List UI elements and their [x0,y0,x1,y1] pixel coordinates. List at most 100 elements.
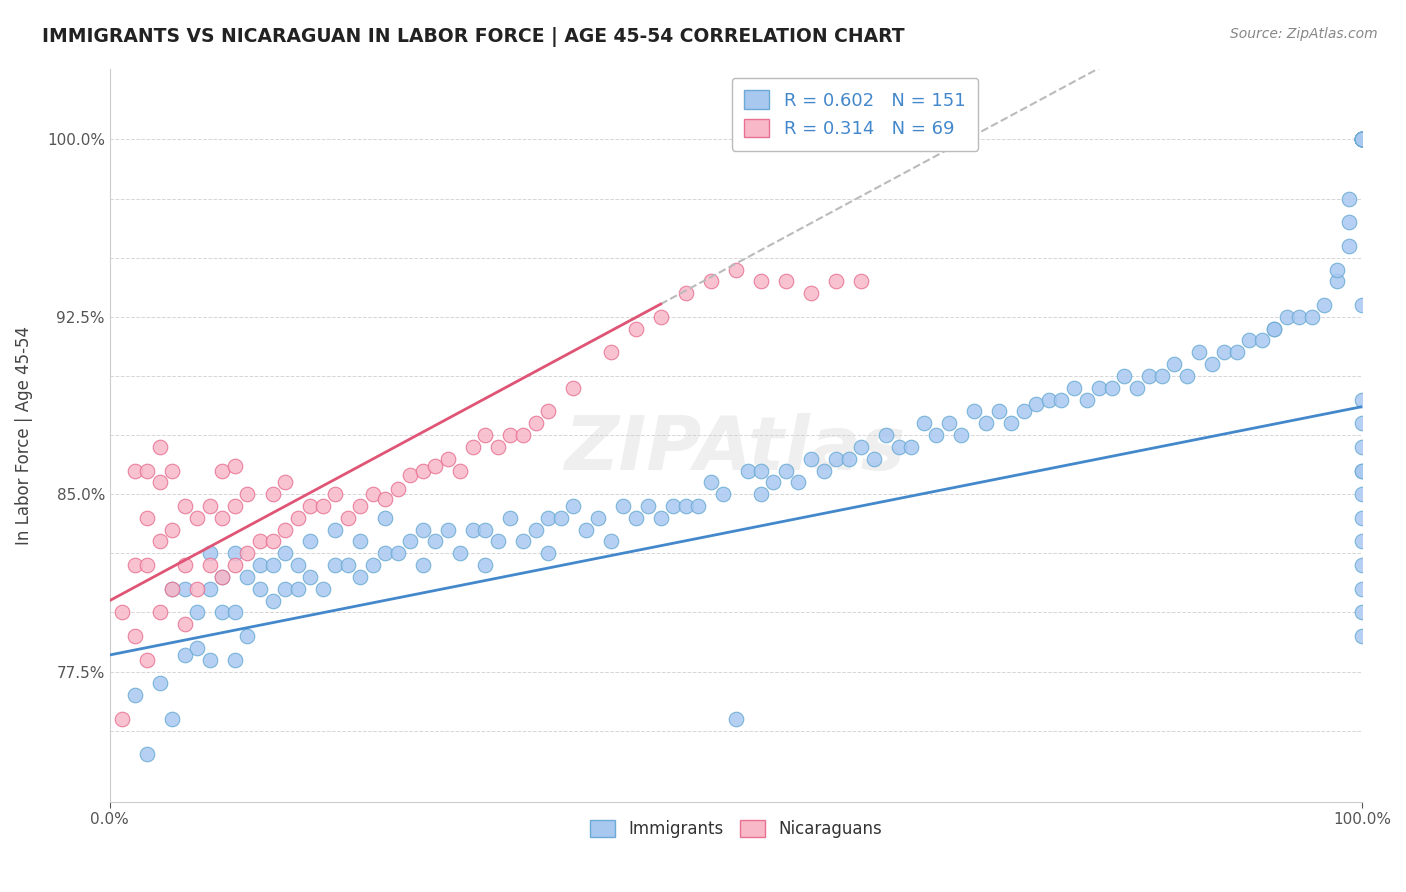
Point [1012,404,1035,418]
Point [186,606,208,620]
Legend: Immigrants, Nicaraguans: Immigrants, Nicaraguans [583,813,889,845]
Point [124,688,146,702]
Point [700,274,723,288]
Point [849,274,872,288]
Point [173,499,195,513]
Point [1226,345,1249,359]
Point [737,463,759,477]
Point [336,558,359,573]
Point [1239,334,1261,348]
Point [262,558,284,573]
Point [662,499,685,513]
Point [1101,381,1123,395]
Point [550,511,572,525]
Point [650,310,672,324]
Point [499,428,522,442]
Point [236,629,259,643]
Point [612,499,634,513]
Point [1213,345,1236,359]
Point [925,428,948,442]
Point [800,286,823,301]
Point [1351,511,1374,525]
Point [412,463,434,477]
Point [1351,440,1374,454]
Point [224,606,246,620]
Point [124,463,146,477]
Point [1351,487,1374,501]
Point [800,451,823,466]
Point [1351,463,1374,477]
Point [262,593,284,607]
Point [1025,397,1047,411]
Point [1351,298,1374,312]
Point [537,404,560,418]
Point [1188,345,1211,359]
Point [1175,368,1198,383]
Point [474,428,496,442]
Point [912,416,935,430]
Point [637,499,659,513]
Point [724,262,747,277]
Point [1137,368,1160,383]
Point [236,570,259,584]
Point [236,487,259,501]
Point [224,653,246,667]
Point [1351,534,1374,549]
Point [249,534,271,549]
Point [474,558,496,573]
Point [449,546,471,560]
Point [186,511,208,525]
Point [224,458,246,473]
Point [274,582,297,596]
Point [211,570,233,584]
Point [813,463,835,477]
Point [711,487,734,501]
Point [1351,629,1374,643]
Point [249,558,271,573]
Point [575,523,598,537]
Point [198,499,221,513]
Point [299,534,322,549]
Point [173,558,195,573]
Point [486,534,509,549]
Point [1351,606,1374,620]
Y-axis label: In Labor Force | Age 45-54: In Labor Force | Age 45-54 [15,326,32,544]
Point [1351,463,1374,477]
Point [1339,192,1361,206]
Point [1326,274,1348,288]
Point [586,511,609,525]
Point [162,582,184,596]
Point [1351,132,1374,146]
Point [349,570,371,584]
Point [1339,215,1361,229]
Point [149,606,172,620]
Point [374,491,396,506]
Point [449,463,471,477]
Point [198,558,221,573]
Point [136,511,159,525]
Point [162,582,184,596]
Point [1351,132,1374,146]
Point [349,534,371,549]
Point [650,511,672,525]
Point [224,499,246,513]
Point [1263,321,1285,335]
Point [361,558,384,573]
Point [787,475,810,490]
Point [136,653,159,667]
Point [461,440,484,454]
Point [437,451,460,466]
Point [124,558,146,573]
Point [624,511,647,525]
Point [987,404,1010,418]
Point [849,440,872,454]
Point [211,570,233,584]
Point [387,546,409,560]
Point [562,381,585,395]
Point [1150,368,1173,383]
Point [1351,132,1374,146]
Point [1351,582,1374,596]
Point [499,511,522,525]
Point [1326,262,1348,277]
Point [412,558,434,573]
